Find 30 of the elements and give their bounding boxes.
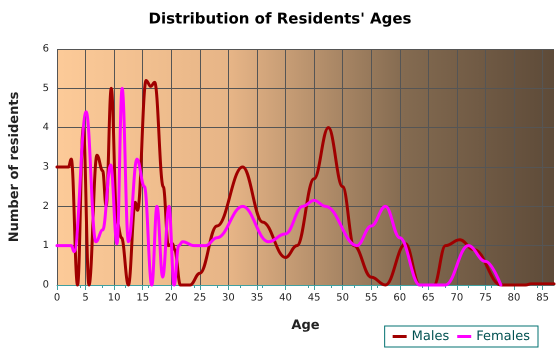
x-tick-label: 75 [479,292,492,304]
x-tick-label: 60 [393,292,406,304]
y-tick-label: 6 [42,44,49,54]
legend-label: Females [476,329,530,344]
y-tick-label: 5 [42,82,49,94]
x-axis-title: Age [291,318,320,333]
x-tick-label: 25 [193,292,206,304]
x-tick-label: 5 [82,292,89,304]
x-tick-label: 40 [279,292,292,304]
y-tick-label: 4 [42,122,49,134]
y-tick-label: 0 [42,280,49,290]
chart-title: Distribution of Residents' Ages [148,10,412,28]
x-tick-label: 20 [164,292,178,304]
x-tick-label: 85 [536,292,549,304]
x-tick-label: 35 [250,292,264,304]
x-tick-label: 70 [450,292,464,304]
y-tick-label: 3 [42,162,49,172]
x-tick-label: 10 [108,292,120,304]
x-tick-label: 30 [222,292,235,304]
x-tick-label: 80 [508,292,520,304]
y-tick-label: 1 [42,240,49,252]
x-tick-label: 45 [308,292,320,304]
x-tick-label: 65 [422,292,435,304]
x-tick-label: 0 [54,292,60,304]
y-tick-label: 2 [42,200,49,212]
x-tick-label: 15 [136,292,150,304]
y-axis-title: Number of residents [7,91,22,242]
legend-label: Males [412,329,450,344]
x-tick-label: 50 [336,292,349,304]
x-tick-label: 55 [364,292,378,304]
